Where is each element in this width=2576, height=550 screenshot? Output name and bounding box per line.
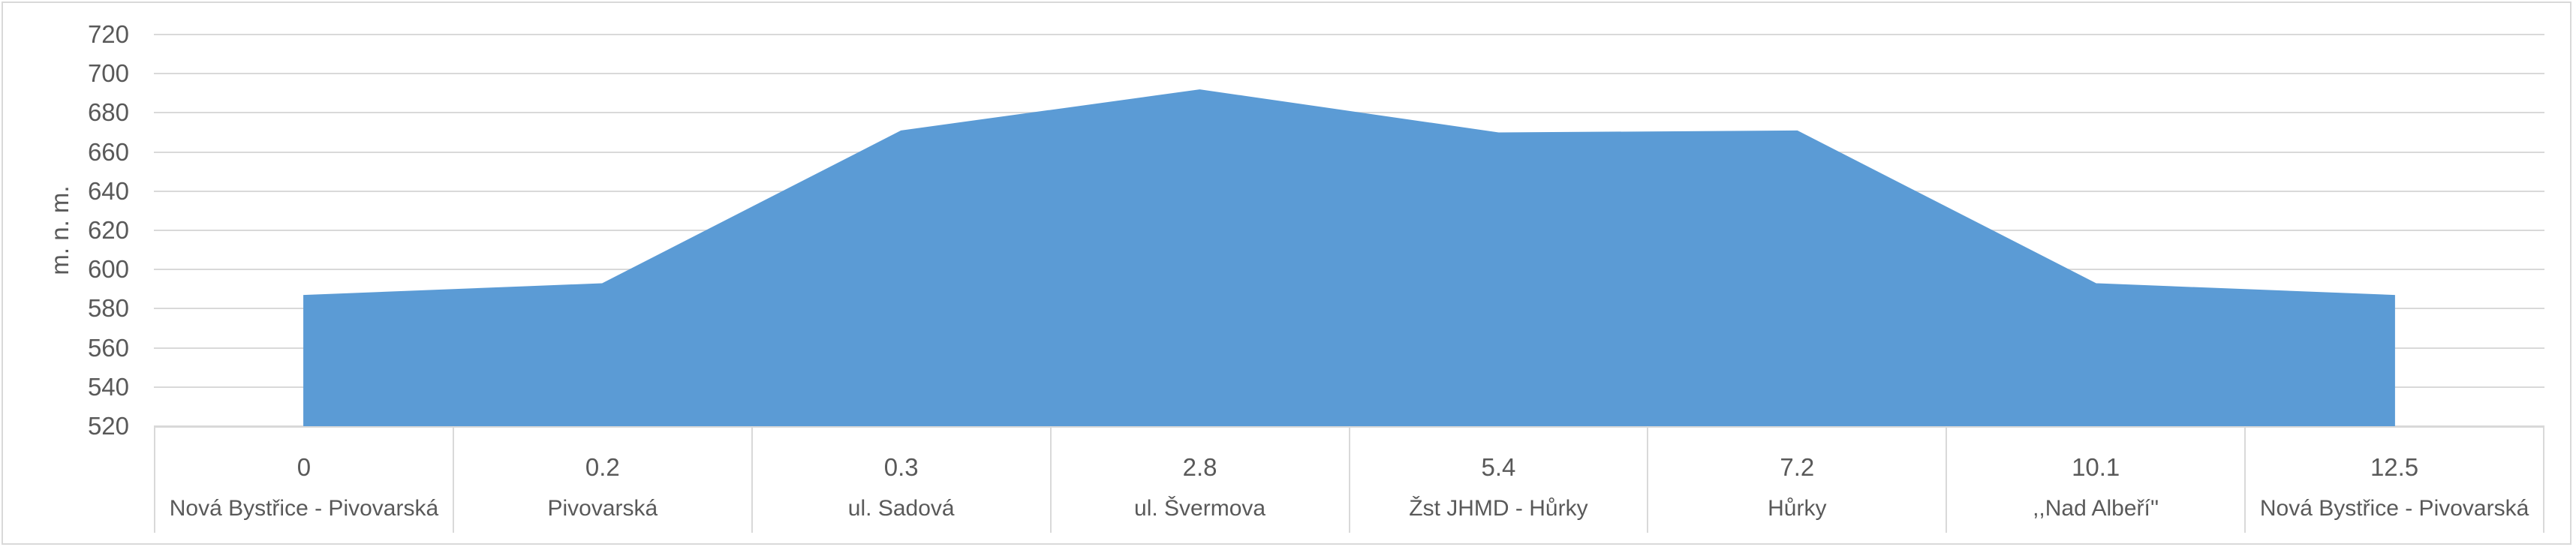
y-tick-label: 720 bbox=[87, 20, 129, 48]
y-tick-label: 520 bbox=[87, 412, 129, 440]
elevation-area-shape bbox=[303, 89, 2395, 426]
distance-label: 0.3 bbox=[883, 453, 919, 481]
distance-label: 2.8 bbox=[1182, 453, 1217, 481]
area-series bbox=[303, 89, 2395, 426]
x-axis-cell-6: 7.2 Hůrky bbox=[1648, 428, 1948, 533]
station-label: Žst JHMD - Hůrky bbox=[1409, 496, 1588, 521]
station-label: Hůrky bbox=[1768, 496, 1827, 521]
distance-label: 5.4 bbox=[1481, 453, 1516, 481]
y-tick-label: 700 bbox=[87, 59, 129, 88]
x-axis-cell-4: 2.8 ul. Švermova bbox=[1052, 428, 1350, 533]
x-axis-cell-2: 0.2 Pivovarská bbox=[454, 428, 753, 533]
x-axis-cell-8: 12.5 Nová Bystřice - Pivovarská bbox=[2246, 428, 2544, 533]
x-axis-cell-3: 0.3 ul. Sadová bbox=[753, 428, 1052, 533]
gridline-700 bbox=[154, 73, 2544, 75]
y-tick-label: 580 bbox=[87, 294, 129, 323]
gridline-720 bbox=[154, 34, 2544, 35]
y-axis-tick-labels: 720 700 680 660 640 620 600 580 560 540 520 bbox=[0, 21, 129, 440]
y-tick-label: 660 bbox=[87, 137, 129, 166]
distance-label: 0.2 bbox=[585, 453, 620, 481]
y-tick-label: 620 bbox=[87, 216, 129, 244]
station-label: ul. Sadová bbox=[847, 496, 955, 521]
station-label: ul. Švermova bbox=[1134, 496, 1266, 521]
y-tick-label: 640 bbox=[87, 176, 129, 205]
distance-label: 10.1 bbox=[2072, 453, 2120, 481]
y-tick-label: 600 bbox=[87, 255, 129, 284]
station-label: Pivovarská bbox=[547, 496, 658, 521]
distance-label: 12.5 bbox=[2370, 453, 2419, 481]
distance-label: 7.2 bbox=[1780, 453, 1815, 481]
x-axis-table: 0 Nová Bystřice - Pivovarská 0.2 Pivovarská… bbox=[154, 426, 2544, 533]
station-label: Nová Bystřice - Pivovarská bbox=[169, 496, 439, 521]
x-axis-cell-1: 0 Nová Bystřice - Pivovarská bbox=[155, 428, 454, 533]
station-label: ,,Nad Albeří'' bbox=[2033, 496, 2159, 521]
y-tick-label: 540 bbox=[87, 372, 129, 401]
y-tick-label: 680 bbox=[87, 98, 129, 127]
distance-label: 0 bbox=[296, 453, 311, 481]
plot-area bbox=[154, 34, 2544, 427]
y-tick-label: 560 bbox=[87, 333, 129, 362]
x-axis-cell-7: 10.1 ,,Nad Albeří'' bbox=[1947, 428, 2246, 533]
x-axis-cell-5: 5.4 Žst JHMD - Hůrky bbox=[1350, 428, 1649, 533]
station-label: Nová Bystřice - Pivovarská bbox=[2259, 496, 2529, 521]
